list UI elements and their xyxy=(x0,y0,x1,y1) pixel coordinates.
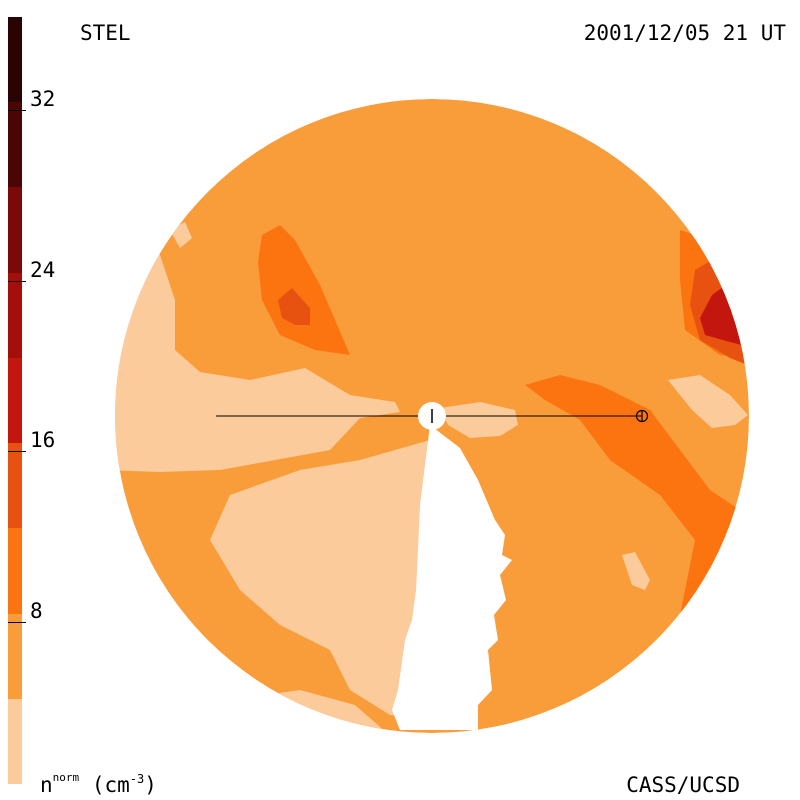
timestamp-label: 2001/12/05 21 UT xyxy=(583,21,786,45)
color-scale-tick-mark xyxy=(8,621,26,623)
color-scale-segment xyxy=(8,528,22,614)
high-density-region-north xyxy=(278,288,310,325)
low-density-region-southwest xyxy=(210,440,430,720)
color-scale-segment xyxy=(8,357,22,444)
color-scale-segment xyxy=(8,102,22,188)
medium-density-region-north xyxy=(258,225,350,355)
color-scale-segment xyxy=(8,272,22,358)
low-density-region-southeast xyxy=(622,552,650,590)
unit-base: n xyxy=(40,773,53,797)
color-scale-segment xyxy=(8,698,22,784)
medium-density-region-east-stream xyxy=(525,375,749,640)
color-scale-tick-label: 24 xyxy=(30,257,56,282)
color-scale-tick-mark xyxy=(8,451,26,453)
color-scale-tick-mark xyxy=(8,110,26,112)
credit-label: CASS/UCSD xyxy=(626,773,740,797)
low-density-region-east xyxy=(668,375,748,428)
color-scale-segment xyxy=(8,187,22,273)
unit-superscript: norm xyxy=(52,771,80,784)
unit-close: ) xyxy=(144,773,157,797)
color-scale-segment xyxy=(8,17,22,103)
no-data-gap xyxy=(392,425,512,730)
color-scale-tick-mark xyxy=(8,280,26,282)
color-scale-segment xyxy=(8,443,22,529)
color-scale-tick-label: 16 xyxy=(30,428,56,453)
unit-exponent: -3 xyxy=(129,772,145,786)
instrument-title: STEL xyxy=(80,21,131,45)
color-scale-tick-label: 8 xyxy=(30,598,43,623)
low-density-region-center xyxy=(440,402,518,438)
color-scale-bar xyxy=(8,17,22,784)
unit-open: (cm xyxy=(91,773,130,797)
unit-label: nnorm (cm-3) xyxy=(40,771,157,797)
color-scale-tick-label: 32 xyxy=(30,87,56,112)
earth-marker xyxy=(635,409,649,423)
color-scale-segment xyxy=(8,613,22,699)
